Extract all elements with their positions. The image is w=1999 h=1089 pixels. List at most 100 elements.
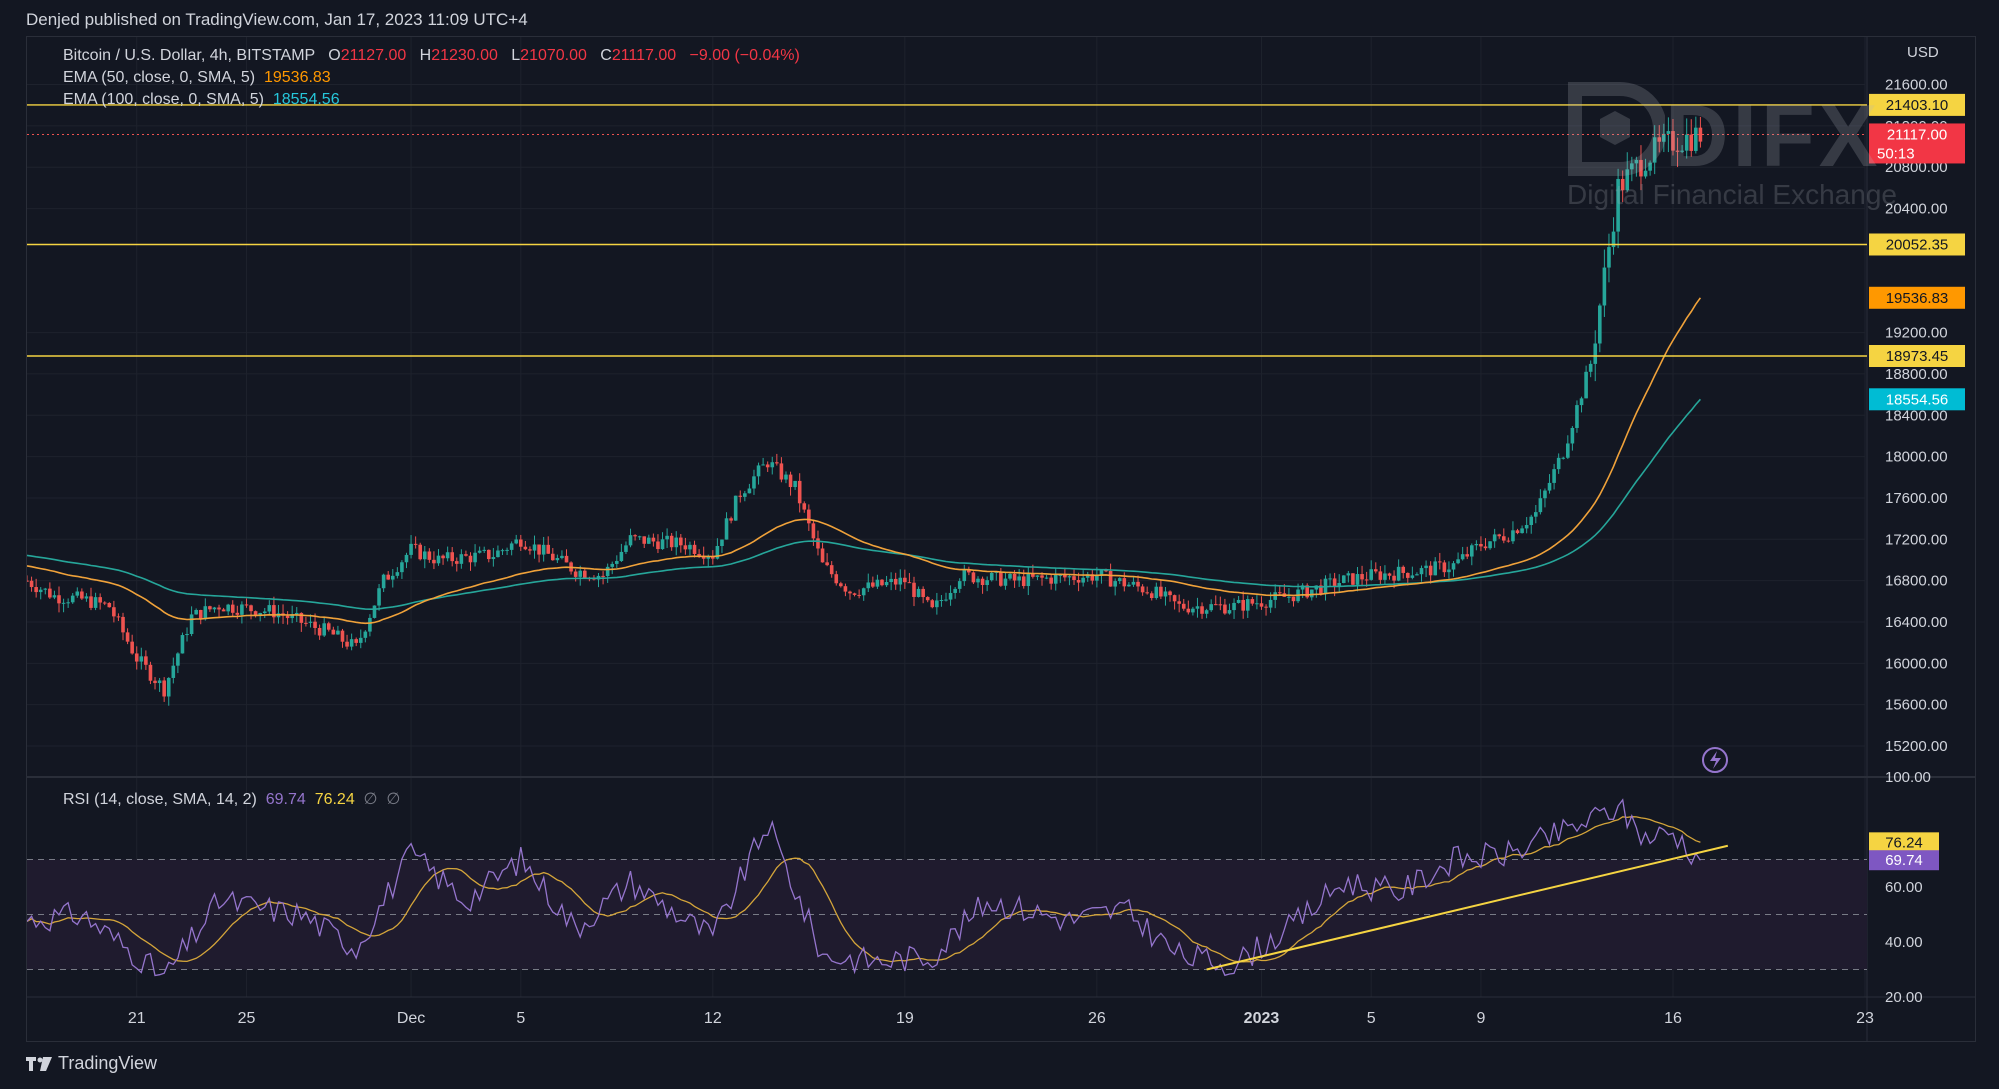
candle-body-246	[1149, 593, 1154, 599]
candle-body-185	[871, 582, 875, 587]
candle-body-45	[230, 604, 235, 613]
candle-body-20	[116, 616, 121, 618]
price-pane[interactable]	[27, 37, 1865, 777]
time-tick-0: 21	[128, 1010, 146, 1027]
candle-body-129	[615, 561, 619, 564]
candle-body-196	[921, 588, 925, 598]
candle-body-29	[157, 680, 162, 684]
time-tick-1: 25	[238, 1010, 256, 1027]
price-tag-ema100	[1869, 388, 1965, 411]
candle-body-303	[1410, 575, 1415, 578]
candle-body-334	[1552, 469, 1556, 483]
candle-body-327	[1520, 528, 1524, 534]
candle-body-85	[413, 543, 418, 545]
candle-body-338	[1570, 427, 1575, 444]
candle-body-319	[1483, 546, 1488, 549]
candle-body-361	[1675, 150, 1680, 152]
candle-body-60	[299, 612, 304, 623]
candle-body-41	[212, 607, 217, 610]
ema50-label[interactable]: EMA (50, close, 0, SMA, 5)	[63, 69, 256, 86]
candle-body-91	[441, 555, 445, 559]
candle-body-304	[1415, 574, 1419, 576]
candle-body-293	[1364, 579, 1369, 581]
candle-body-343	[1593, 343, 1598, 364]
candle-body-78	[381, 574, 386, 589]
candle-body-264	[1232, 602, 1236, 611]
candle-body-31	[166, 677, 171, 697]
time-tick-2: Dec	[397, 1010, 425, 1027]
price-tick-6: 18400.00	[1885, 407, 1948, 424]
candle-body-337	[1566, 443, 1570, 458]
candle-body-267	[1245, 599, 1250, 611]
candle-body-354	[1643, 170, 1648, 177]
candle-body-357	[1657, 137, 1662, 142]
tradingview-brand[interactable]: TradingView	[26, 1053, 157, 1074]
ema50-value: 19536.83	[263, 69, 331, 86]
chart-canvas[interactable]: USD21600.0021200.0020800.0020400.0019200…	[27, 37, 1975, 1041]
candle-body-270	[1259, 603, 1264, 607]
candle-body-155	[733, 495, 738, 521]
difx-watermark: DIFX Digital Financial Exchange	[1565, 79, 1897, 219]
rsi-trendline[interactable]	[1206, 844, 1729, 971]
candle-body-191	[898, 577, 903, 585]
candle-body-207	[971, 572, 976, 583]
candle-body-363	[1684, 134, 1689, 151]
candle-body-269	[1255, 603, 1259, 605]
candle-body-286	[1332, 578, 1337, 587]
candle-body-301	[1401, 566, 1406, 573]
rsi-extra-2: ∅	[386, 791, 401, 808]
candle-body-98	[473, 552, 477, 563]
candle-body-75	[368, 617, 372, 632]
candle-body-229	[1072, 576, 1076, 580]
candle-body-148	[701, 555, 706, 559]
candle-body-250	[1168, 591, 1172, 596]
candle-body-68	[336, 630, 340, 635]
candle-body-113	[541, 544, 546, 555]
candle-body-224	[1049, 577, 1053, 584]
open-label: O	[328, 47, 341, 64]
ema100-label[interactable]: EMA (100, close, 0, SMA, 5)	[63, 91, 264, 108]
candle-body-364	[1689, 134, 1694, 151]
candle-body-257	[1200, 606, 1204, 614]
candle-body-204	[957, 581, 962, 589]
candle-body-200	[939, 600, 944, 602]
candle-body-190	[893, 578, 898, 585]
candle-body-46	[235, 612, 240, 615]
price-tick-14: 15200.00	[1885, 738, 1948, 755]
candle-body-210	[985, 580, 989, 586]
candle-body-140	[665, 535, 669, 540]
candle-body-228	[1067, 576, 1072, 578]
candle-body-53	[267, 605, 272, 612]
candle-body-152	[720, 539, 724, 547]
candle-body-51	[258, 613, 262, 616]
candle-body-167	[788, 474, 793, 488]
candle-body-95	[459, 554, 464, 564]
candle-body-310	[1442, 562, 1447, 573]
candle-body-7	[57, 595, 61, 604]
chart-frame[interactable]: USD21600.0021200.0020800.0020400.0019200…	[26, 36, 1976, 1042]
price-tag-text-last: 21117.00	[1887, 126, 1947, 143]
candle-body-12	[80, 591, 84, 599]
candle-body-300	[1396, 566, 1401, 581]
candle-body-314	[1460, 554, 1465, 560]
candle-body-336	[1561, 457, 1566, 459]
rsi-legend-row: RSI (14, close, SMA, 14, 2) 69.74 76.24 …	[63, 789, 400, 809]
low-value: 21070.00	[520, 47, 587, 64]
candle-body-316	[1469, 545, 1474, 557]
candle-body-21	[121, 616, 125, 633]
candle-body-272	[1268, 599, 1273, 608]
candle-body-324	[1506, 540, 1511, 542]
candle-body-211	[989, 572, 994, 581]
candle-body-240	[1122, 578, 1127, 587]
rsi-label[interactable]: RSI (14, close, SMA, 14, 2)	[63, 791, 257, 808]
price-tag-text-ema50: 19536.83	[1886, 290, 1949, 307]
candle-body-48	[244, 604, 249, 606]
price-tick-7: 18000.00	[1885, 449, 1948, 466]
lightning-icon[interactable]	[1702, 747, 1728, 773]
symbol-title[interactable]: Bitcoin / U.S. Dollar, 4h, BITSTAMP	[63, 47, 315, 64]
candle-body-70	[345, 641, 349, 647]
candle-body-335	[1556, 457, 1561, 470]
candle-body-99	[477, 550, 482, 553]
candle-body-14	[89, 596, 93, 608]
candle-body-183	[861, 588, 866, 596]
